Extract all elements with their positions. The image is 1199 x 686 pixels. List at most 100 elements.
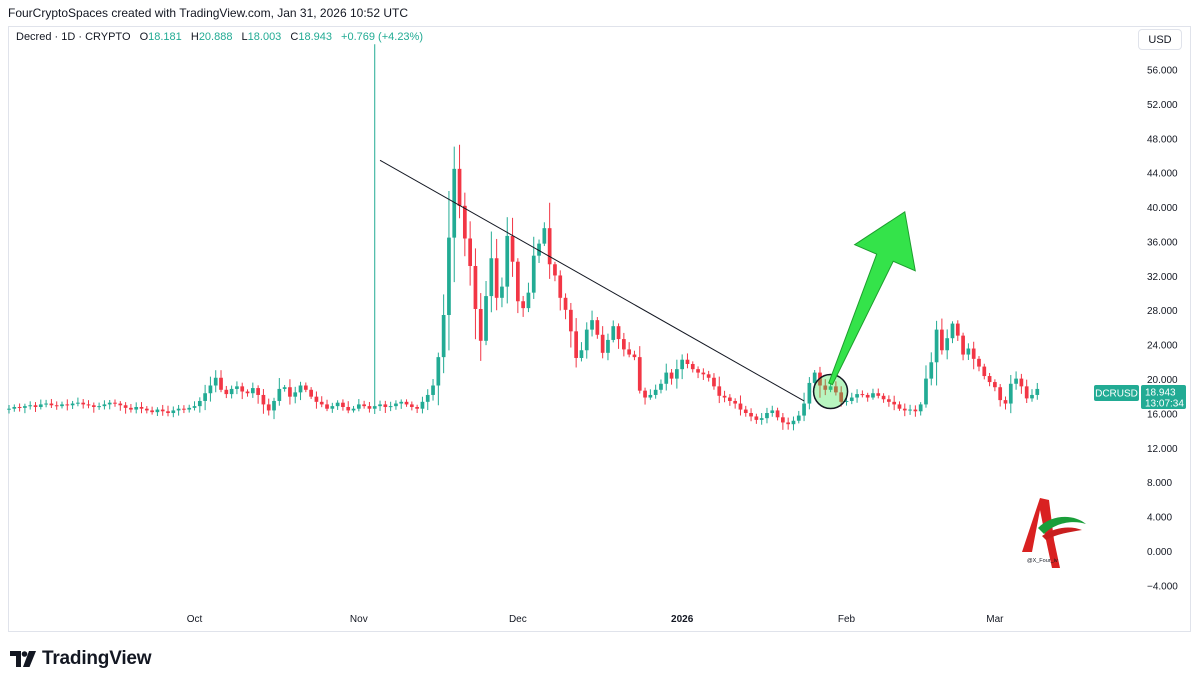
candle-body	[1024, 386, 1029, 399]
candle-body	[987, 376, 992, 383]
candle-body	[65, 404, 70, 406]
x-tick-label: Feb	[838, 614, 856, 625]
candle-body	[865, 394, 870, 398]
candle-body	[887, 399, 891, 402]
candle-body	[484, 296, 488, 341]
candle-body	[574, 331, 579, 358]
candles-layer	[7, 44, 1040, 431]
high-value: 20.888	[198, 31, 233, 43]
candle-body	[415, 406, 419, 409]
y-tick-label: 12.000	[1147, 444, 1178, 455]
candle-body	[828, 386, 833, 390]
candle-body	[86, 404, 91, 406]
candle-body	[144, 408, 149, 411]
candle-body	[325, 404, 329, 409]
candle-body	[844, 400, 849, 402]
candle-body	[134, 406, 139, 410]
candle-body	[420, 401, 425, 409]
candle-body	[272, 400, 276, 411]
candle-body	[70, 403, 75, 406]
chart-frame[interactable]	[8, 26, 1191, 632]
candle-body	[229, 388, 234, 395]
candle-body	[881, 395, 886, 400]
candle-body	[309, 389, 313, 397]
candle-body	[728, 397, 732, 401]
y-tick-label: 4.000	[1147, 513, 1172, 524]
y-tick-label: 48.000	[1147, 134, 1178, 145]
candle-body	[203, 393, 207, 401]
candle-body	[452, 168, 457, 238]
candle-body	[849, 397, 854, 401]
candle-body	[404, 401, 409, 405]
last-price-tag-bg	[1141, 385, 1186, 409]
candle-body	[431, 385, 435, 395]
candle-body	[621, 339, 626, 350]
tradingview-logo-icon	[10, 651, 36, 667]
candle-body	[319, 401, 324, 405]
candle-body	[457, 168, 462, 206]
candle-body	[733, 400, 738, 404]
candle-body	[388, 406, 393, 408]
candle-body	[934, 329, 939, 363]
ohlc-legend: Decred · 1D · CRYPTO O18.181 H20.888 L18…	[16, 31, 423, 43]
tradingview-wordmark: TradingView	[42, 648, 152, 669]
change-value: +0.769 (+4.23%)	[341, 31, 423, 43]
candle-body	[224, 389, 229, 395]
candle-body	[542, 228, 547, 244]
y-tick-label: 20.000	[1147, 375, 1178, 386]
candle-body	[950, 323, 955, 339]
y-tick-label: 52.000	[1147, 100, 1178, 111]
candle-body	[717, 386, 722, 396]
candle-body	[44, 403, 48, 405]
currency-button[interactable]: USD	[1138, 29, 1182, 50]
candle-body	[616, 326, 621, 340]
time-axis: Oct Nov Dec 2026 Feb Mar	[187, 614, 1004, 625]
candle-body	[823, 385, 828, 390]
candle-body	[240, 386, 245, 392]
candle-body	[213, 377, 218, 386]
candle-body	[468, 238, 472, 266]
candle-body	[356, 404, 361, 409]
candle-body	[187, 407, 192, 410]
candle-body	[807, 382, 812, 404]
candle-body	[441, 315, 446, 358]
candle-body	[558, 275, 563, 298]
candle-body	[76, 402, 80, 404]
candle-body	[462, 205, 467, 239]
candle-body	[871, 393, 875, 398]
candle-body	[150, 410, 154, 413]
candle-body	[531, 255, 536, 293]
candle-body	[680, 359, 685, 370]
candle-body	[563, 297, 568, 310]
candle-body	[314, 396, 319, 402]
candle-body	[902, 408, 907, 411]
y-tick-label: 8.000	[1147, 478, 1172, 489]
candle-body	[775, 410, 780, 418]
candle-body	[812, 372, 817, 383]
candle-body	[182, 408, 186, 410]
candle-body	[219, 377, 223, 390]
candle-body	[537, 243, 541, 256]
ticker-tag-label: DCRUSD	[1095, 389, 1138, 400]
y-tick-label: 0.000	[1147, 547, 1172, 558]
candle-body	[372, 406, 377, 409]
candle-body	[908, 409, 912, 411]
close-label: C	[290, 31, 299, 43]
candle-body	[197, 400, 202, 407]
x-tick-label: Dec	[509, 614, 527, 625]
candle-body	[860, 394, 865, 396]
candle-body	[346, 406, 351, 411]
candle-body	[489, 258, 494, 297]
open-label: O	[139, 31, 149, 43]
candle-body	[282, 387, 287, 389]
candle-body	[129, 407, 133, 410]
candle-body	[955, 323, 960, 336]
candle-body	[23, 406, 27, 408]
close-value: 18.943	[298, 31, 332, 43]
candle-body	[521, 301, 526, 309]
candle-body	[690, 364, 695, 370]
candle-body	[595, 320, 600, 335]
candle-body	[510, 235, 515, 262]
candle-body	[160, 409, 165, 412]
